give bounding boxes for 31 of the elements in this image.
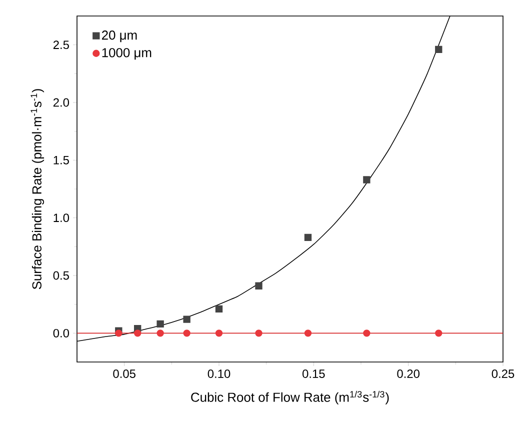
- point: [215, 305, 223, 313]
- point: [183, 316, 190, 323]
- legend-label: 1000 μm: [102, 48, 152, 60]
- y-tick-label: 0.0: [53, 328, 70, 338]
- point: [255, 330, 262, 337]
- point: [363, 176, 370, 184]
- legend-label: 20 μm: [102, 30, 137, 42]
- point: [304, 330, 312, 337]
- x-tick-label: 0.15: [302, 370, 325, 378]
- y-tick-label: 2.0: [53, 98, 70, 107]
- point: [363, 330, 370, 337]
- x-tick-label: 0.10: [208, 370, 230, 378]
- point: [304, 234, 312, 242]
- point: [134, 330, 142, 337]
- x-tick-label: 0.05: [113, 370, 136, 378]
- x-axis-title: Cubic Root of Flow Rate (m$^{1/3}$s$^{-1/3}$): [191, 390, 389, 404]
- point: [435, 46, 442, 54]
- point: [255, 282, 262, 290]
- y-tick-label: 1.0: [54, 214, 70, 222]
- point: [435, 330, 442, 337]
- y-tick-label: 1.5: [54, 156, 69, 164]
- point: [215, 330, 223, 337]
- y-tick-label: 0.5: [53, 271, 69, 280]
- point: [115, 330, 122, 337]
- point: [156, 330, 164, 337]
- y-tick-label: 2.5: [53, 40, 69, 50]
- point: [183, 330, 190, 337]
- point: [156, 320, 164, 328]
- x-tick-label: 0.25: [492, 370, 514, 378]
- x-tick-label: 0.20: [397, 370, 420, 378]
- y-axis-title: Surface Binding Rate (pmol·m$^{-1}$s$^{-1}$): [30, 89, 44, 290]
